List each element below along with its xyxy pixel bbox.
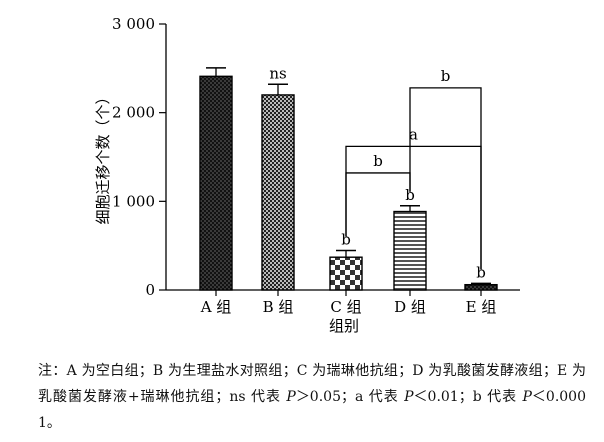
bar-chart: 0 1 000 2 000 3 000 ns b b b b a b A 组 B 组 C 组 D 组 E… — [94, 15, 520, 335]
bar-labels: ns b b b — [269, 64, 485, 281]
y-axis-label: 细胞迁移个数（个） — [94, 89, 112, 224]
x-tick-label: B 组 — [263, 298, 294, 316]
y-tick-label: 0 — [145, 281, 155, 299]
y-tick-label: 2 000 — [112, 104, 155, 122]
bar-significance-label: ns — [269, 64, 286, 82]
bar — [393, 210, 427, 291]
bar — [329, 256, 363, 291]
x-axis-label: 组别 — [329, 317, 359, 335]
p-symbol-ns: P — [286, 389, 296, 405]
significance-bracket — [409, 87, 482, 270]
note-b-condition: ＜0.000 1。 — [38, 389, 586, 431]
note-a-condition: ＜0.01；b 代表 — [413, 389, 523, 405]
x-tick-label: E 组 — [466, 298, 497, 316]
bracket-label: b — [373, 152, 383, 170]
y-ticks: 0 1 000 2 000 3 000 — [112, 15, 166, 299]
bar — [261, 94, 295, 291]
error-bars — [206, 67, 491, 285]
x-tick-label: A 组 — [200, 298, 232, 316]
y-tick-label: 1 000 — [112, 192, 155, 210]
bars — [199, 75, 498, 291]
x-tick-label: D 组 — [394, 298, 426, 316]
p-symbol-a: P — [404, 389, 414, 405]
note-ns-condition: ＞0.05；a 代表 — [295, 389, 405, 405]
bar — [464, 283, 498, 291]
bracket-label: a — [409, 125, 418, 143]
bar — [199, 75, 233, 291]
y-tick-label: 3 000 — [112, 15, 155, 33]
significance-brackets: b a b — [345, 67, 482, 270]
bar-significance-label: b — [476, 263, 486, 281]
bracket-label: b — [441, 67, 451, 85]
bar-significance-label: b — [405, 186, 415, 204]
p-symbol-b: P — [522, 389, 532, 405]
figure-note: 注：A 为空白组；B 为生理盐水对照组；C 为瑞琳他抗组；D 为乳酸菌发酵液组；… — [38, 358, 586, 436]
note-text: 注：A 为空白组；B 为生理盐水对照组；C 为瑞琳他抗组；D 为乳酸菌发酵液组；… — [38, 363, 586, 405]
x-tick-label: C 组 — [330, 298, 361, 316]
bar-significance-label: b — [341, 231, 351, 249]
